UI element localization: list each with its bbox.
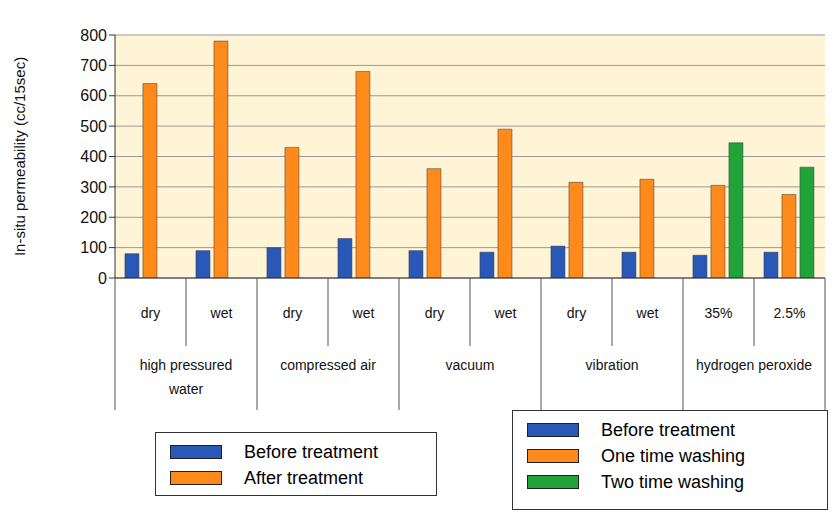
svg-text:600: 600 bbox=[80, 87, 107, 104]
svg-text:300: 300 bbox=[80, 179, 107, 196]
svg-text:200: 200 bbox=[80, 209, 107, 226]
html-text:After treatment: After treatment bbox=[244, 467, 364, 488]
svg-text:800: 800 bbox=[80, 27, 107, 44]
svg-text:dry: dry bbox=[141, 305, 160, 321]
html-text:Before treatment: Before treatment bbox=[601, 419, 736, 440]
svg-text:vibration: vibration bbox=[586, 357, 639, 373]
svg-text:dry: dry bbox=[567, 305, 586, 321]
svg-text:dry: dry bbox=[283, 305, 302, 321]
html-text:Two time washing: Two time washing bbox=[601, 471, 745, 492]
svg-text:wet: wet bbox=[494, 305, 517, 321]
svg-text:35%: 35% bbox=[704, 305, 732, 321]
html-text:Before treatment: Before treatment bbox=[244, 441, 379, 462]
svg-text:dry: dry bbox=[425, 305, 444, 321]
svg-text:wet: wet bbox=[210, 305, 233, 321]
svg-text:500: 500 bbox=[80, 118, 107, 135]
svg-text:high pressured: high pressured bbox=[140, 357, 233, 373]
svg-text:wet: wet bbox=[636, 305, 659, 321]
svg-text:700: 700 bbox=[80, 57, 107, 74]
svg-text:2.5%: 2.5% bbox=[774, 305, 806, 321]
svg-text:100: 100 bbox=[80, 239, 107, 256]
svg-text:compressed air: compressed air bbox=[280, 357, 376, 373]
svg-text:In-situ permeability (cc/15sec: In-situ permeability (cc/15sec) bbox=[11, 57, 28, 256]
svg-text:hydrogen peroxide: hydrogen peroxide bbox=[696, 357, 812, 373]
svg-text:0: 0 bbox=[98, 270, 107, 287]
svg-text:water: water bbox=[168, 381, 204, 397]
svg-text:vacuum: vacuum bbox=[445, 357, 494, 373]
svg-text:wet: wet bbox=[352, 305, 375, 321]
svg-text:400: 400 bbox=[80, 148, 107, 165]
html-text:One time washing: One time washing bbox=[601, 445, 746, 466]
